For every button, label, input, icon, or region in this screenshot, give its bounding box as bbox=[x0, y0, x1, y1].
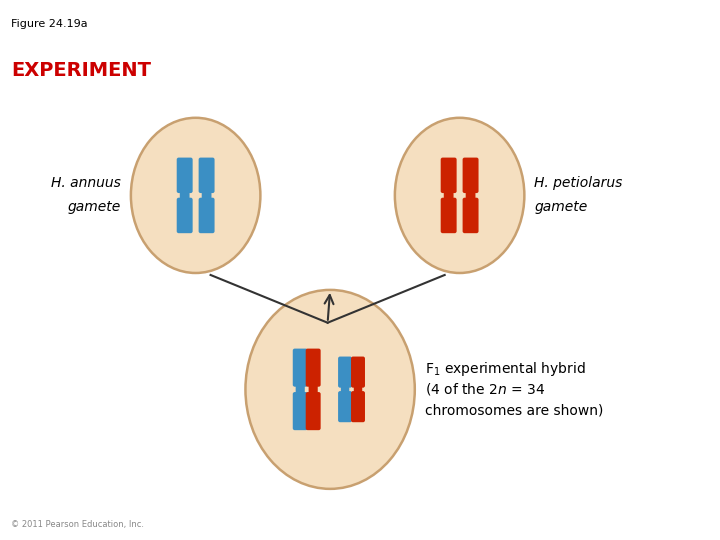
FancyBboxPatch shape bbox=[351, 356, 365, 388]
FancyBboxPatch shape bbox=[441, 198, 456, 233]
Text: H. petiolarus: H. petiolarus bbox=[534, 177, 623, 191]
Text: gamete: gamete bbox=[534, 200, 588, 214]
FancyBboxPatch shape bbox=[338, 356, 352, 388]
Text: (4 of the 2$n$ = 34: (4 of the 2$n$ = 34 bbox=[425, 381, 545, 397]
FancyBboxPatch shape bbox=[293, 349, 307, 387]
FancyBboxPatch shape bbox=[180, 188, 189, 203]
FancyBboxPatch shape bbox=[306, 392, 320, 430]
FancyBboxPatch shape bbox=[202, 188, 212, 203]
Text: EXPERIMENT: EXPERIMENT bbox=[12, 61, 151, 80]
FancyBboxPatch shape bbox=[463, 198, 479, 233]
Text: Figure 24.19a: Figure 24.19a bbox=[12, 19, 88, 29]
FancyBboxPatch shape bbox=[441, 158, 456, 193]
FancyBboxPatch shape bbox=[199, 198, 215, 233]
FancyBboxPatch shape bbox=[293, 392, 307, 430]
Text: chromosomes are shown): chromosomes are shown) bbox=[425, 403, 603, 417]
FancyBboxPatch shape bbox=[338, 391, 352, 422]
Text: F$_1$ experimental hybrid: F$_1$ experimental hybrid bbox=[425, 360, 585, 377]
FancyBboxPatch shape bbox=[296, 381, 305, 397]
Ellipse shape bbox=[246, 290, 415, 489]
Text: H. annuus: H. annuus bbox=[51, 177, 121, 191]
FancyBboxPatch shape bbox=[354, 383, 362, 396]
FancyBboxPatch shape bbox=[466, 188, 475, 203]
FancyBboxPatch shape bbox=[199, 158, 215, 193]
Ellipse shape bbox=[395, 118, 524, 273]
FancyBboxPatch shape bbox=[341, 383, 349, 396]
FancyBboxPatch shape bbox=[309, 381, 318, 397]
FancyBboxPatch shape bbox=[306, 349, 320, 387]
Ellipse shape bbox=[131, 118, 261, 273]
FancyBboxPatch shape bbox=[176, 158, 193, 193]
FancyBboxPatch shape bbox=[444, 188, 454, 203]
Text: © 2011 Pearson Education, Inc.: © 2011 Pearson Education, Inc. bbox=[12, 519, 144, 529]
FancyBboxPatch shape bbox=[176, 198, 193, 233]
FancyBboxPatch shape bbox=[351, 391, 365, 422]
FancyBboxPatch shape bbox=[463, 158, 479, 193]
Text: gamete: gamete bbox=[68, 200, 121, 214]
